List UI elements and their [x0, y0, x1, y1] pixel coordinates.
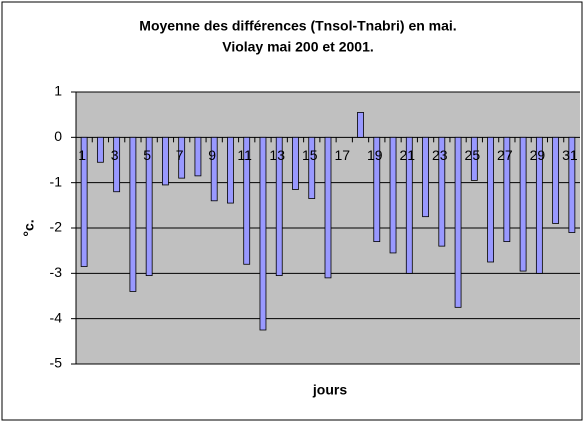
bar: [292, 136, 299, 190]
x-axis-label: jours: [312, 382, 347, 398]
bar: [227, 136, 234, 204]
y-axis-label: °c.: [21, 219, 37, 236]
bar: [552, 136, 560, 224]
y-tick-label: 1: [54, 83, 62, 99]
bar: [357, 112, 364, 138]
bar: [308, 136, 316, 199]
y-tick-label: -2: [50, 219, 63, 235]
x-tick-label: 15: [302, 147, 318, 163]
bar: [454, 136, 462, 308]
bar: [422, 136, 429, 218]
bar: [568, 136, 576, 233]
bar: [503, 136, 511, 242]
bar: [389, 136, 397, 254]
y-tick-label: 0: [54, 128, 62, 144]
x-tick-label: 9: [208, 147, 216, 163]
y-tick-label: -3: [50, 264, 63, 280]
x-tick-label: 13: [269, 147, 285, 163]
x-tick-label: 21: [400, 147, 416, 163]
x-tick-label: 5: [143, 147, 151, 163]
bar: [519, 136, 527, 272]
bar: [194, 136, 202, 177]
x-tick-label: 23: [432, 147, 448, 163]
bar: [80, 136, 88, 267]
chart-subtitle: Violay mai 200 et 2001.: [222, 39, 374, 55]
x-tick-label: 27: [497, 147, 513, 163]
x-tick-label: 7: [176, 147, 184, 163]
bar: [487, 136, 494, 263]
bar: [113, 136, 121, 193]
y-tick-label: -4: [50, 309, 63, 325]
bar: [259, 136, 267, 331]
chart-title: Moyenne des différences (Tnsol-Tnabri) e…: [139, 18, 456, 34]
x-tick-label: 25: [465, 147, 481, 163]
bar: [210, 136, 218, 202]
bar: [438, 136, 446, 247]
bar: [535, 136, 543, 274]
x-tick-label: 31: [562, 147, 578, 163]
x-tick-label: 17: [334, 147, 350, 163]
bar: [96, 136, 104, 163]
bar: [275, 136, 283, 276]
x-tick-label: 3: [111, 147, 119, 163]
bar: [178, 136, 186, 179]
x-tick-label: 11: [237, 147, 252, 163]
bar: [145, 136, 153, 276]
bar: [243, 136, 251, 265]
bar: [162, 136, 169, 186]
bar: [373, 136, 381, 242]
bar: [405, 136, 413, 274]
y-tick-label: -5: [50, 355, 63, 371]
bar: [129, 136, 137, 292]
x-tick-label: 19: [367, 147, 383, 163]
x-tick-label: 1: [78, 147, 86, 163]
bar: [324, 136, 332, 279]
bar: [470, 136, 478, 181]
y-tick-label: -1: [50, 173, 63, 189]
x-tick-label: 29: [530, 147, 546, 163]
